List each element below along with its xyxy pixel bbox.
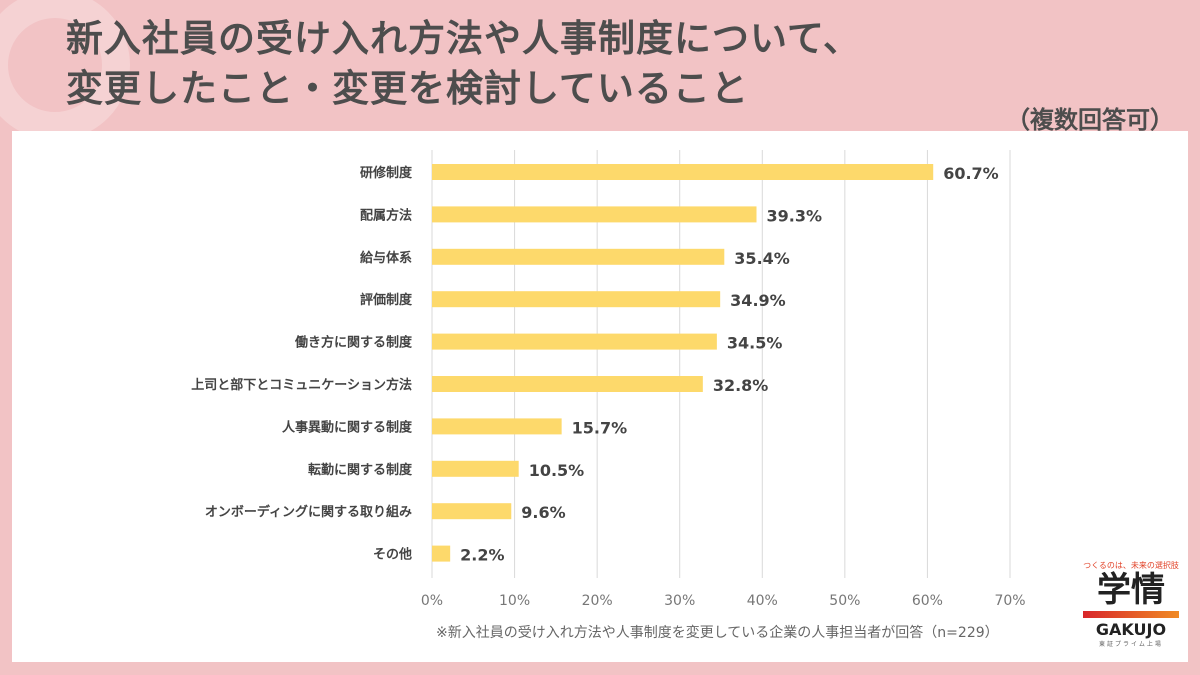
bar (432, 164, 934, 180)
title-line-2: 変更したこと・変更を検討していること (66, 67, 749, 110)
data-label: 15.7% (572, 418, 628, 437)
title-line-1: 新入社員の受け入れ方法や人事制度について、 (66, 17, 862, 60)
category-label: 転勤に関する制度 (308, 462, 413, 478)
bar (432, 418, 562, 435)
bar (432, 545, 451, 562)
category-label: 配属方法 (360, 207, 412, 223)
bar (432, 376, 703, 392)
data-label: 32.8% (713, 376, 769, 395)
bar (432, 206, 757, 223)
category-label: その他 (373, 547, 412, 563)
data-label: 34.5% (727, 334, 783, 353)
data-label: 9.6% (521, 503, 565, 522)
x-tick-label: 70% (994, 593, 1025, 609)
logo-tagline: つくるのは、未来の選択肢 (1083, 561, 1179, 570)
category-label: 人事異動に関する制度 (282, 419, 413, 435)
x-tick-label: 10% (499, 593, 530, 609)
bar (432, 333, 717, 350)
data-label: 2.2% (460, 546, 504, 565)
x-tick-label: 0% (421, 593, 443, 609)
logo-sub: 東証プライム上場 (1099, 641, 1163, 648)
bar (432, 248, 725, 265)
category-label: 働き方に関する制度 (294, 335, 413, 351)
bar (432, 460, 519, 477)
x-tick-label: 60% (912, 593, 943, 609)
gakujo-logo: つくるのは、未来の選択肢 学情 GAKUJO 東証プライム上場 (1075, 560, 1187, 648)
bar (432, 503, 512, 520)
data-label: 10.5% (529, 461, 585, 480)
category-label: 評価制度 (360, 292, 413, 308)
logo-name: GAKUJO (1095, 620, 1167, 639)
data-label: 35.4% (734, 249, 790, 268)
category-label: 研修制度 (360, 165, 413, 181)
logo-bar (1083, 611, 1179, 618)
x-tick-label: 50% (829, 593, 860, 609)
category-label: オンボーディングに関する取り組み (205, 504, 412, 520)
multiple-answers-note: （複数回答可） (1006, 106, 1174, 134)
page-title: 新入社員の受け入れ方法や人事制度について、 変更したこと・変更を検討していること (66, 14, 861, 114)
bar (432, 291, 721, 308)
data-label: 34.9% (730, 291, 786, 310)
data-label: 60.7% (943, 164, 999, 183)
footnote: ※新入社員の受け入れ方法や人事制度を変更している企業の人事担当者が回答（n=22… (436, 625, 999, 641)
x-tick-label: 30% (664, 593, 695, 609)
x-tick-label: 20% (582, 593, 613, 609)
category-label: 上司と部下とコミュニケーション方法 (191, 377, 412, 393)
category-label: 給与体系 (360, 250, 412, 266)
data-label: 39.3% (767, 206, 823, 225)
x-tick-label: 40% (747, 593, 778, 609)
logo-kanji: 学情 (1097, 570, 1165, 610)
